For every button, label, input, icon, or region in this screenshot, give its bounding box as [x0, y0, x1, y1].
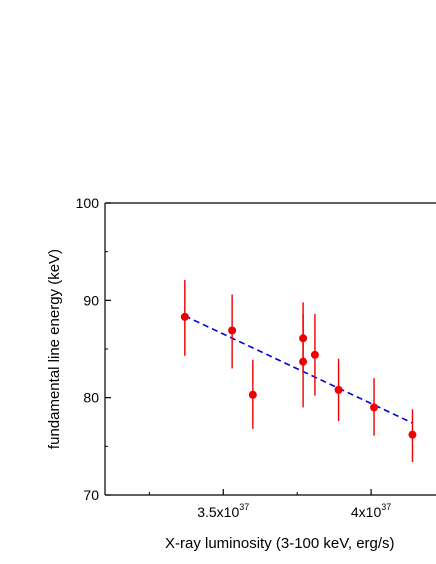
data-point — [370, 403, 379, 412]
data-point — [408, 430, 417, 439]
data-point — [334, 385, 343, 394]
y-tick-label: 80 — [83, 390, 99, 406]
data-point — [310, 350, 319, 359]
y-tick-label: 70 — [83, 487, 99, 503]
x-tick-label: 4x1037 — [351, 502, 391, 520]
y-tick-label: 90 — [83, 292, 99, 308]
x-tick-label: 3.5x1037 — [197, 502, 249, 520]
data-point — [180, 312, 189, 321]
data-point — [248, 390, 257, 399]
data-point — [228, 326, 237, 335]
fit-line — [184, 315, 413, 424]
plot-frame — [104, 202, 436, 496]
y-tick-label: 100 — [76, 195, 100, 211]
x-axis: 3.5x1037 4x1037 — [148, 489, 391, 520]
data-point — [299, 357, 308, 366]
x-axis-label: X-ray luminosity (3-100 keV, erg/s) — [165, 535, 395, 552]
y-axis: 70 80 90 100 — [76, 195, 111, 503]
fit-line-layer — [184, 315, 413, 424]
data-points-layer — [180, 279, 417, 462]
y-axis-label: fundamental line energy (keV) — [46, 249, 63, 449]
